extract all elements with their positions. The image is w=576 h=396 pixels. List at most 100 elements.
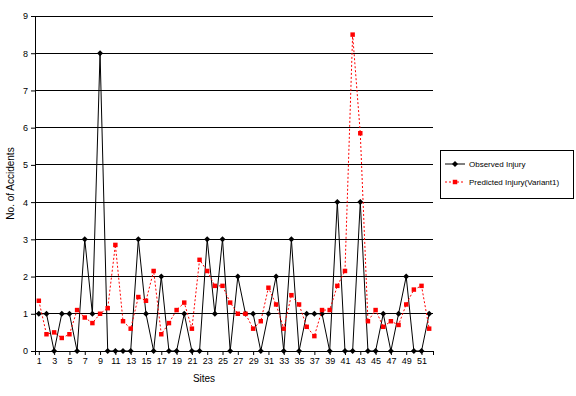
series-marker: [266, 285, 270, 289]
series-marker: [350, 32, 354, 36]
series-marker: [243, 312, 247, 316]
x-tick-label: 27: [233, 356, 243, 366]
y-tick: 7: [23, 86, 35, 96]
series-marker: [36, 311, 42, 317]
series-marker: [113, 243, 117, 247]
x-tick-mark: [406, 351, 407, 355]
x-tick-label: 39: [325, 356, 335, 366]
x-tick-label: 9: [98, 356, 103, 366]
x-tick: 15: [141, 351, 151, 366]
grid-line: [35, 16, 433, 17]
y-tick-mark: [31, 128, 35, 129]
x-tick-label: 43: [356, 356, 366, 366]
x-tick-label: 5: [67, 356, 72, 366]
series-marker: [396, 323, 400, 327]
x-tick: 37: [310, 351, 320, 366]
series-marker: [373, 348, 379, 354]
x-tick-label: 51: [417, 356, 427, 366]
series-marker: [250, 311, 256, 317]
legend-label: Observed Injury: [469, 160, 525, 169]
series-marker: [412, 287, 416, 291]
x-tick-mark: [238, 351, 239, 355]
series-marker: [419, 348, 425, 354]
series-marker: [197, 258, 201, 262]
y-tick-label: 1: [23, 309, 28, 319]
series-marker: [98, 312, 102, 316]
x-tick-mark: [85, 351, 86, 355]
x-tick: 7: [83, 351, 88, 366]
y-tick: 9: [23, 11, 35, 21]
series-marker: [342, 348, 348, 354]
series-marker: [220, 236, 226, 242]
series-marker: [419, 284, 423, 288]
x-tick-label: 19: [172, 356, 182, 366]
series-marker: [144, 299, 148, 303]
y-tick-mark: [31, 277, 35, 278]
series-marker: [404, 302, 408, 306]
x-tick-mark: [69, 351, 70, 355]
x-tick: 5: [67, 351, 72, 366]
legend-label: Predicted Injury(Variant1): [469, 178, 559, 187]
series-marker: [396, 311, 402, 317]
series-marker: [74, 348, 80, 354]
x-tick-label: 35: [295, 356, 305, 366]
x-tick-label: 7: [83, 356, 88, 366]
series-marker: [388, 348, 394, 354]
series-marker: [51, 348, 57, 354]
series-marker: [97, 50, 103, 56]
y-tick: 0: [23, 346, 35, 356]
x-tick-label: 11: [111, 356, 120, 366]
x-tick-mark: [146, 351, 147, 355]
series-marker: [381, 325, 385, 329]
x-tick: 31: [264, 351, 274, 366]
grid-line: [35, 90, 433, 91]
plot-area: 0123456789135791113151719212325272931333…: [23, 11, 434, 366]
series-marker: [189, 348, 195, 354]
series-marker: [37, 299, 41, 303]
series-marker: [105, 306, 109, 310]
series-marker: [143, 311, 149, 317]
x-axis: 1357911131517192123252729313335373941434…: [36, 351, 434, 366]
y-tick-label: 9: [23, 11, 28, 21]
series-marker: [82, 236, 88, 242]
x-tick: 25: [218, 351, 228, 366]
series-marker: [296, 348, 302, 354]
x-tick: 9: [98, 351, 103, 366]
series-marker: [304, 325, 308, 329]
x-tick-label: 13: [126, 356, 136, 366]
series-marker: [158, 274, 164, 280]
series-marker: [297, 302, 301, 306]
chart: 0123456789135791113151719212325272931333…: [0, 0, 576, 396]
grid-line: [35, 164, 433, 165]
series-marker: [281, 348, 287, 354]
series-line: [39, 35, 429, 338]
x-tick: 23: [203, 351, 213, 366]
y-tick-label: 3: [23, 235, 28, 245]
series-marker: [151, 348, 157, 354]
y-tick-label: 2: [23, 272, 28, 282]
x-tick-label: 23: [203, 356, 213, 366]
series-marker: [190, 326, 194, 330]
series-marker: [197, 348, 203, 354]
x-tick-label: 15: [141, 356, 151, 366]
series-marker: [235, 274, 241, 280]
y-tick-label: 7: [23, 86, 28, 96]
y-tick-label: 6: [23, 123, 28, 133]
y-tick: 8: [23, 49, 35, 59]
series-marker: [350, 348, 356, 354]
x-tick: 29: [249, 351, 259, 366]
x-tick-label: 41: [340, 356, 350, 366]
series-marker: [212, 311, 218, 317]
x-axis-title: Sites: [193, 373, 215, 384]
y-tick-mark: [31, 314, 35, 315]
x-tick-mark: [360, 351, 361, 355]
legend: Observed Injury Predicted Injury(Variant1…: [441, 151, 574, 199]
series-marker: [89, 311, 95, 317]
series-marker: [242, 311, 248, 317]
series-group: [36, 32, 432, 354]
series-marker: [166, 348, 172, 354]
y-tick-label: 8: [23, 49, 28, 59]
y-tick-label: 4: [23, 197, 28, 207]
series-marker: [273, 274, 279, 280]
x-tick-mark: [39, 351, 40, 355]
